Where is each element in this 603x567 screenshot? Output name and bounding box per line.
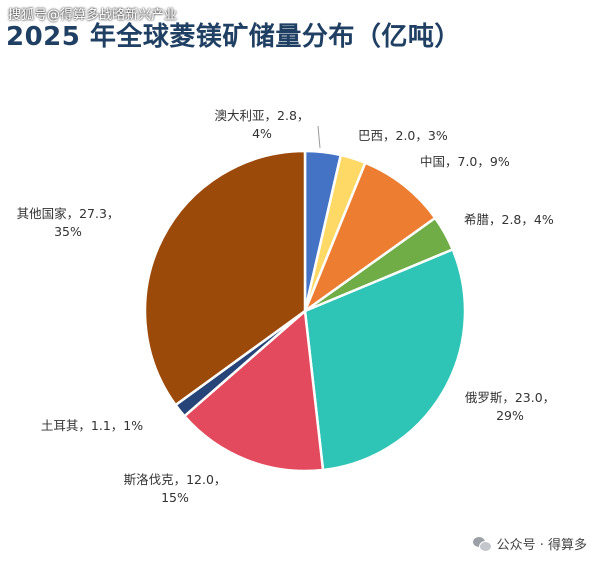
data-label-1: 巴西，2.0，3% — [358, 128, 448, 143]
data-label-0: 澳大利亚，2.8， 4% — [215, 108, 310, 141]
footer-watermark: 公众号 · 得算多 — [472, 534, 587, 553]
wechat-icon — [472, 535, 492, 553]
footer-watermark-text: 公众号 · 得算多 — [496, 538, 587, 553]
chart-title: 2025 年全球菱镁矿储量分布（亿吨） — [6, 22, 461, 52]
pie-slice-7 — [143, 149, 307, 407]
data-label-5: 斯洛伐克，12.0， 15% — [124, 472, 227, 505]
leader-line-0 — [317, 125, 321, 149]
pie-slice-4 — [303, 247, 467, 472]
source-watermark: 搜狐号@得算多战略新兴产业 — [8, 8, 178, 23]
pie-slice-5 — [182, 308, 325, 473]
data-label-3: 希腊，2.8，4% — [464, 212, 554, 227]
data-label-6: 土耳其，1.1，1% — [41, 418, 143, 433]
data-label-2: 中国，7.0，9% — [420, 154, 510, 169]
pie-slice-2 — [302, 161, 437, 315]
data-label-7: 其他国家，27.3， 35% — [17, 206, 120, 239]
data-label-4: 俄罗斯，23.0， 29% — [465, 390, 555, 423]
